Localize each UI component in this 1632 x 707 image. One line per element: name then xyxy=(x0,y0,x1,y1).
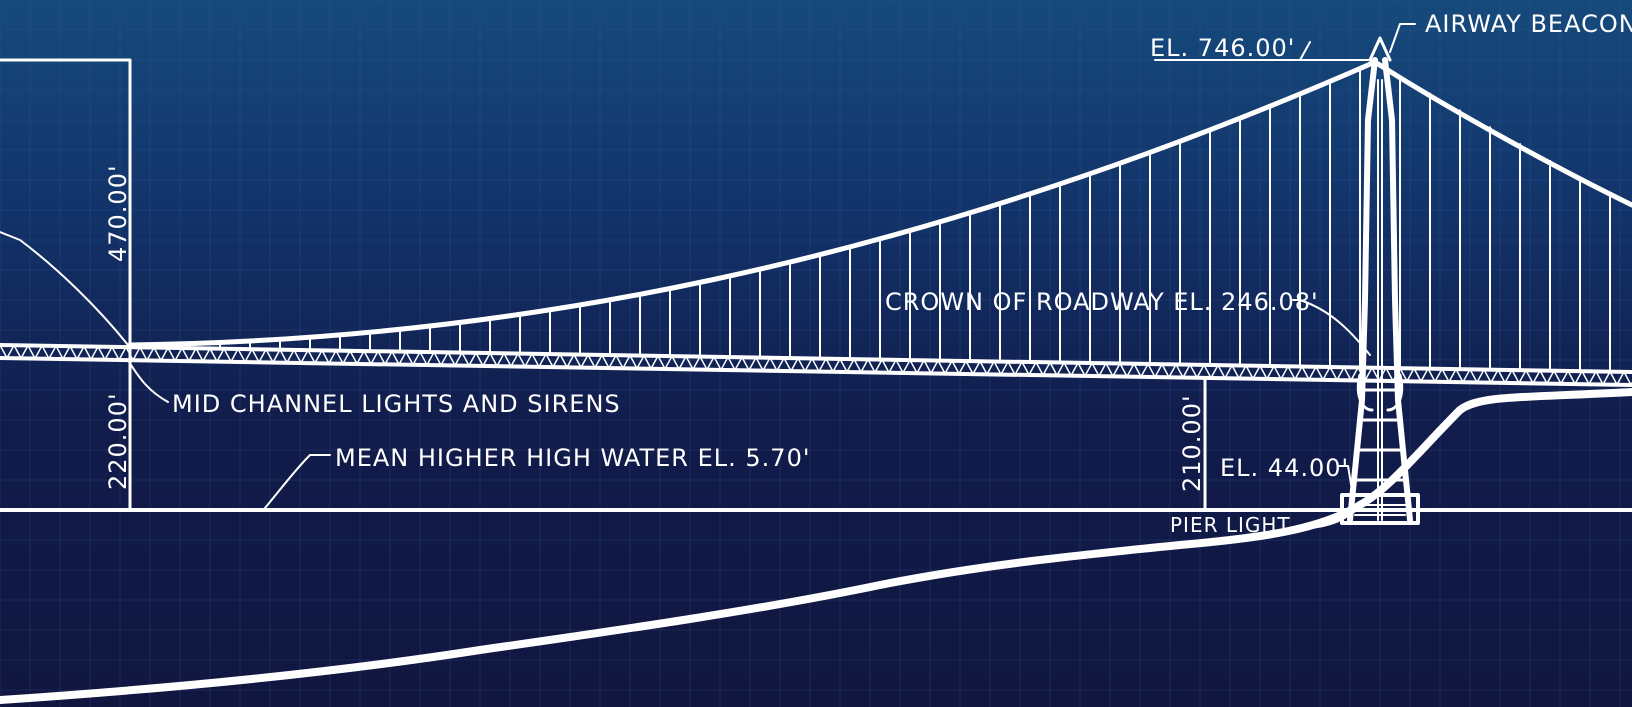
tower-top-elevation-label: EL. 746.00' xyxy=(1150,34,1295,62)
mean-water-label: MEAN HIGHER HIGH WATER EL. 5.70' xyxy=(335,444,810,472)
leader-lines xyxy=(0,23,1416,529)
airway-beacon-label: AIRWAY BEACON xyxy=(1425,10,1632,38)
mid-channel-label: MID CHANNEL LIGHTS AND SIRENS xyxy=(172,390,621,418)
main-tower xyxy=(1340,36,1420,525)
pier-top-elevation-label: EL. 44.00' xyxy=(1220,454,1349,482)
main-cable xyxy=(127,59,1632,348)
cable-height-dimension: 470.00' xyxy=(104,164,132,262)
roadway-truss xyxy=(0,343,1632,387)
pier-light-label: PIER LIGHT xyxy=(1170,513,1291,537)
seabed-profile xyxy=(0,388,1632,704)
clearance-left-dimension: 220.00' xyxy=(104,392,132,490)
clearance-right-dimension: 210.00' xyxy=(1178,394,1206,492)
roadway-crown-label: CROWN OF ROADWAY EL. 246.08' xyxy=(885,288,1319,316)
suspender-cables xyxy=(159,68,1611,372)
